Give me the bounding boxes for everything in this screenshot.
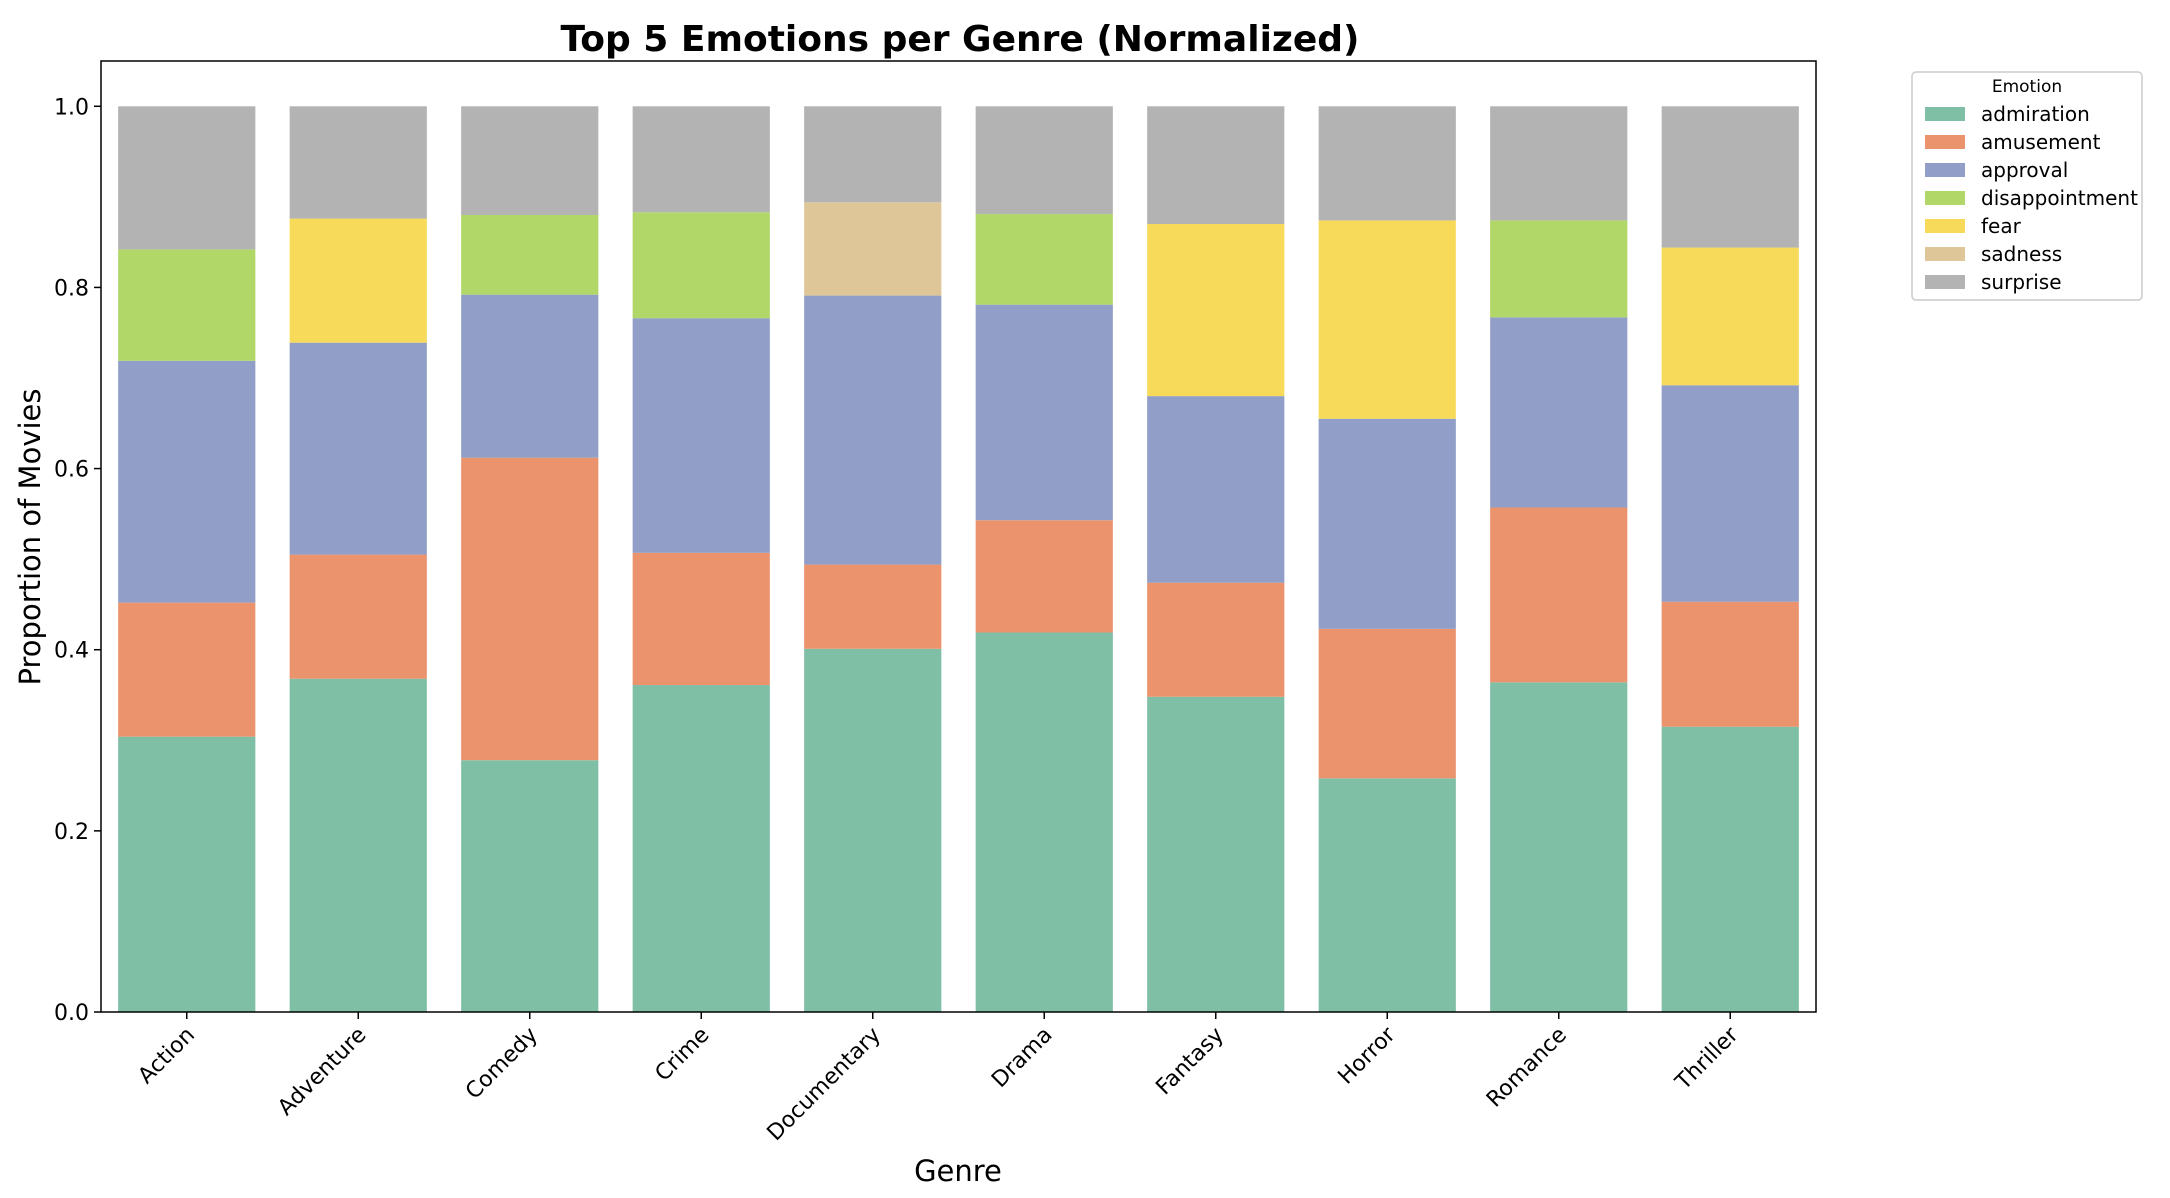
bar-adventure-amusement: [289, 554, 427, 679]
bar-horror-surprise: [1318, 106, 1456, 221]
bar-fantasy-surprise: [1147, 106, 1285, 225]
legend-label-admiration: admiration: [1981, 102, 2090, 126]
legend-swatch-admiration: [1925, 107, 1965, 121]
x-tick-label: Action: [134, 1023, 200, 1089]
bar-thriller-approval: [1661, 385, 1799, 602]
bar-action-amusement: [118, 602, 256, 737]
bar-crime-approval: [632, 318, 770, 553]
bar-thriller-fear: [1661, 247, 1799, 386]
bar-drama-amusement: [975, 520, 1113, 633]
bar-thriller-admiration: [1661, 726, 1799, 1012]
bar-adventure-admiration: [289, 678, 427, 1012]
bar-thriller-amusement: [1661, 601, 1799, 727]
bar-drama-approval: [975, 304, 1113, 521]
x-tick-label: Horror: [1334, 1022, 1402, 1090]
chart-title: Top 5 Emotions per Genre (Normalized): [560, 19, 1359, 60]
legend-swatch-disappointment: [1925, 191, 1965, 205]
bar-horror-approval: [1318, 418, 1456, 629]
legend-frame: [1911, 71, 2143, 301]
bar-comedy-amusement: [461, 457, 599, 761]
bar-romance-disappointment: [1490, 220, 1628, 318]
bar-horror-admiration: [1318, 778, 1456, 1012]
y-tick-label: 0.0: [54, 1001, 89, 1026]
y-tick-label: 0.2: [54, 820, 89, 845]
bar-comedy-disappointment: [461, 214, 599, 295]
x-tick-label: Drama: [987, 1023, 1057, 1093]
bar-crime-disappointment: [632, 212, 770, 319]
bar-documentary-surprise: [804, 106, 942, 203]
bar-adventure-approval: [289, 342, 427, 555]
bar-romance-surprise: [1490, 106, 1628, 221]
bar-romance-admiration: [1490, 682, 1628, 1012]
x-tick-label: Romance: [1482, 1023, 1572, 1113]
legend-label-surprise: surprise: [1981, 270, 2062, 294]
legend-title: Emotion: [1992, 77, 2062, 97]
legend-label-disappointment: disappointment: [1981, 186, 2138, 210]
y-tick-label: 0.6: [54, 458, 89, 483]
bar-crime-surprise: [632, 106, 770, 213]
bar-crime-amusement: [632, 552, 770, 686]
bar-action-disappointment: [118, 249, 256, 361]
bar-comedy-surprise: [461, 106, 599, 215]
bar-action-approval: [118, 360, 256, 603]
x-tick-label: Comedy: [461, 1023, 543, 1105]
x-axis-title: Genre: [914, 1154, 1002, 1188]
x-tick-label: Fantasy: [1151, 1023, 1229, 1101]
x-tick-label: Crime: [651, 1023, 715, 1087]
bar-thriller-surprise: [1661, 106, 1799, 248]
bar-fantasy-approval: [1147, 396, 1285, 583]
bar-horror-fear: [1318, 220, 1456, 419]
legend-label-approval: approval: [1981, 158, 2068, 182]
bar-documentary-amusement: [804, 564, 942, 649]
legend-swatch-surprise: [1925, 275, 1965, 289]
bar-action-surprise: [118, 106, 256, 250]
bar-drama-surprise: [975, 106, 1113, 215]
plot-frame: [100, 60, 1817, 1013]
bars-layer: [118, 106, 1799, 1012]
bar-romance-approval: [1490, 317, 1628, 508]
legend: Emotion admiration amusement approval disap…: [1911, 71, 2143, 301]
bar-horror-amusement: [1318, 628, 1456, 779]
bar-drama-admiration: [975, 632, 1113, 1012]
bar-documentary-admiration: [804, 648, 942, 1012]
legend-label-sadness: sadness: [1981, 242, 2062, 266]
bar-drama-disappointment: [975, 214, 1113, 305]
bar-fantasy-fear: [1147, 224, 1285, 397]
bar-adventure-fear: [289, 218, 427, 343]
bar-crime-admiration: [632, 685, 770, 1012]
legend-label-amusement: amusement: [1981, 130, 2101, 154]
y-tick-label: 0.4: [54, 639, 89, 664]
bar-fantasy-amusement: [1147, 582, 1285, 697]
bar-comedy-admiration: [461, 760, 599, 1012]
legend-swatch-fear: [1925, 219, 1965, 233]
bar-fantasy-admiration: [1147, 696, 1285, 1012]
bar-adventure-surprise: [289, 106, 427, 219]
x-tick-label: Documentary: [763, 1023, 886, 1146]
x-tick-label: Thriller: [1670, 1022, 1744, 1096]
y-tick-label: 1.0: [54, 95, 89, 120]
bar-documentary-approval: [804, 295, 942, 565]
x-tick-label: Adventure: [273, 1023, 371, 1121]
y-axis-title: Proportion of Movies: [13, 389, 47, 686]
bar-documentary-sadness: [804, 202, 942, 296]
y-tick-label: 0.8: [54, 276, 89, 301]
legend-swatch-approval: [1925, 163, 1965, 177]
legend-swatch-sadness: [1925, 247, 1965, 261]
bar-comedy-approval: [461, 294, 599, 458]
bar-romance-amusement: [1490, 507, 1628, 683]
bar-action-admiration: [118, 736, 256, 1012]
legend-items: admiration amusement approval disappointmen…: [1925, 102, 2138, 294]
legend-swatch-amusement: [1925, 135, 1965, 149]
legend-label-fear: fear: [1981, 214, 2022, 238]
